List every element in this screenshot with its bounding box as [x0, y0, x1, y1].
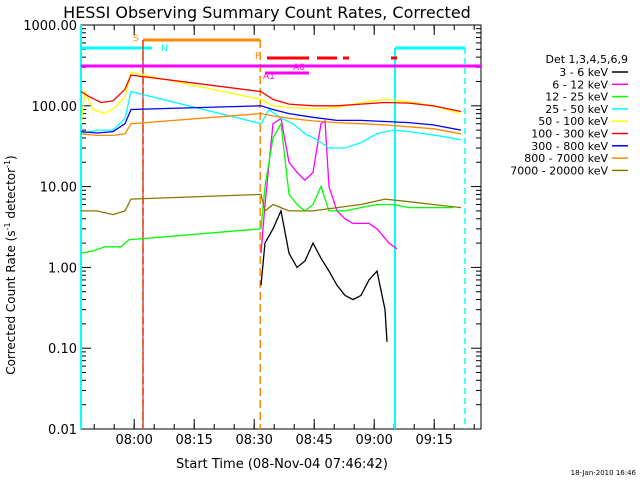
- y-axis-label: Corrected Count Rate (s-1 detector-1): [3, 155, 18, 374]
- legend-label-4: 50 - 100 keV: [538, 115, 608, 128]
- x-tick-label: 08:30: [235, 433, 272, 448]
- y-tick-label: 100.00: [32, 100, 78, 115]
- y-tick-label: 1.00: [48, 261, 77, 276]
- y-tick-label: 1000.00: [23, 19, 77, 34]
- series-line-8: [81, 193, 462, 216]
- x-axis-label: Start Time (08-Nov-04 07:46:42): [176, 457, 388, 472]
- legend-label-0: 3 - 6 keV: [559, 66, 608, 79]
- legend-label-5: 100 - 300 keV: [531, 128, 608, 141]
- legend-label-6: 300 - 800 keV: [531, 140, 608, 153]
- series-line-3: [80, 90, 462, 149]
- legend-label-1: 6 - 12 keV: [552, 78, 608, 91]
- y-tick-label: 0.10: [48, 342, 77, 357]
- x-tick-label: 08:15: [175, 433, 212, 448]
- y-tick-label: 10.00: [40, 181, 77, 196]
- series-line-0: [260, 208, 388, 342]
- series-lines: [80, 71, 462, 342]
- series-line-4: [80, 71, 462, 124]
- legend-label-8: 7000 - 20000 keV: [510, 164, 608, 177]
- legend-label-2: 12 - 25 keV: [545, 91, 608, 104]
- series-line-7: [80, 112, 462, 137]
- x-tick-label: 08:45: [295, 433, 332, 448]
- series-line-1: [260, 117, 398, 254]
- x-tick-label: 09:00: [355, 433, 392, 448]
- plot-border: [80, 24, 482, 430]
- timestamp: 18-Jan-2010 16:46: [571, 469, 637, 477]
- event-label-a1: A1: [263, 72, 275, 82]
- chart-title: HESSI Observing Summary Count Rates, Cor…: [63, 3, 471, 22]
- series-line-5: [80, 74, 462, 113]
- plot-frame: [80, 24, 482, 430]
- legend-title: Det 1,3,4,5,6,9: [545, 53, 628, 66]
- series-line-6: [80, 105, 462, 134]
- event-label-s: S: [133, 34, 139, 44]
- event-label-f: F: [255, 52, 260, 62]
- x-tick-label: 09:15: [415, 433, 452, 448]
- event-label-a0: A0: [293, 63, 305, 73]
- y-axis-ticks: 0.01 0.10 1.00 10.00 100.00 1000.00: [23, 19, 481, 438]
- y-tick-label: 0.01: [48, 423, 77, 438]
- x-axis-ticks: 08:00 08:15 08:30 08:45 09:00 09:15: [93, 25, 475, 448]
- event-markers: S N F A0 A1: [80, 25, 481, 429]
- legend-label-3: 25 - 50 keV: [545, 103, 608, 116]
- event-label-n: N: [161, 44, 168, 54]
- svg-text:Corrected Count Rate (s-1 dete: Corrected Count Rate (s-1 detector-1): [3, 155, 18, 374]
- legend-label-7: 800 - 7000 keV: [524, 152, 608, 165]
- x-tick-label: 08:00: [115, 433, 152, 448]
